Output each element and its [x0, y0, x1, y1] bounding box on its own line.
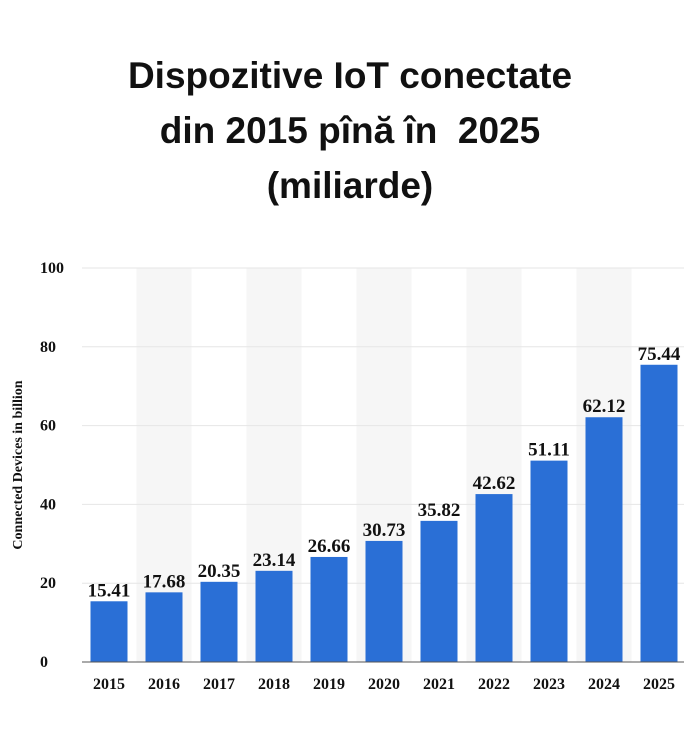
y-axis-label: Connected Devices in billion [11, 380, 26, 549]
data-label: 35.82 [418, 500, 461, 521]
data-label: 23.14 [253, 550, 296, 571]
data-label: 15.41 [88, 580, 131, 601]
data-label: 62.12 [583, 396, 626, 417]
bar-2020 [365, 540, 403, 662]
bar-2022 [475, 494, 513, 662]
x-tick-label: 2015 [93, 676, 125, 693]
x-tick-label: 2024 [588, 676, 620, 693]
bar-2024 [585, 417, 623, 662]
title-line-1: Dispozitive IoT conectate [127, 55, 573, 96]
data-label: 20.35 [198, 561, 241, 582]
data-label: 17.68 [143, 571, 186, 592]
bar-2023 [530, 460, 568, 662]
y-tick-label: 80 [40, 339, 56, 356]
title-line-2: din 2015 pînă în 2025 [159, 110, 541, 151]
x-tick-label: 2023 [533, 676, 565, 693]
data-label: 26.66 [308, 536, 351, 557]
x-tick-label: 2019 [313, 676, 345, 693]
x-tick-label: 2018 [258, 676, 290, 693]
data-label: 42.62 [473, 473, 516, 494]
data-label: 30.73 [363, 520, 406, 541]
y-tick-label: 100 [40, 260, 64, 277]
y-tick-label: 20 [40, 575, 56, 592]
y-tick-label: 0 [40, 654, 48, 671]
title-line-3: (miliarde) [266, 165, 434, 206]
bar-2017 [200, 581, 238, 662]
x-tick-label: 2021 [423, 676, 455, 693]
bar-2016 [145, 592, 183, 662]
y-tick-label: 60 [40, 418, 56, 435]
bar-2018 [255, 570, 293, 662]
data-label: 75.44 [638, 344, 681, 365]
data-label: 51.11 [528, 440, 570, 461]
bar-2019 [310, 556, 348, 662]
x-tick-label: 2025 [643, 676, 675, 693]
bar-2025 [640, 364, 678, 662]
x-tick-label: 2020 [368, 676, 400, 693]
chart-title: Dispozitive IoT conectate din 2015 pînă … [0, 48, 700, 213]
x-tick-label: 2017 [203, 676, 235, 693]
bar-2015 [90, 601, 128, 662]
y-tick-label: 40 [40, 496, 56, 513]
x-tick-label: 2016 [148, 676, 180, 693]
x-tick-label: 2022 [478, 676, 510, 693]
bar-2021 [420, 520, 458, 662]
